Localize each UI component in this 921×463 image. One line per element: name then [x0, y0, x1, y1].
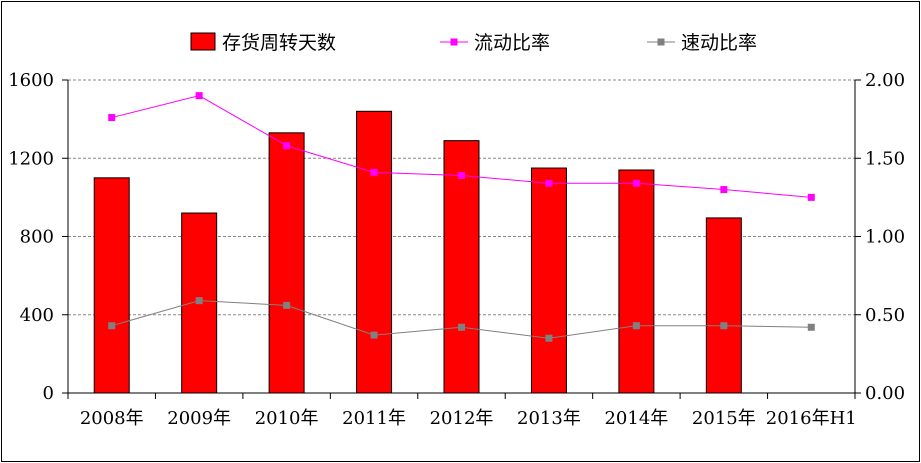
legend-label: 存货周转天数 [222, 32, 336, 54]
x-tick-label: 2013年 [517, 408, 581, 429]
x-tick-label: 2012年 [430, 408, 494, 429]
legend-swatch-bar [190, 32, 216, 51]
x-tick-label: 2016年H1 [766, 408, 857, 429]
marker-2-2014年 [632, 322, 640, 330]
marker-1-2012年 [458, 171, 465, 179]
x-tick-label: 2008年 [80, 408, 144, 429]
marker-1-2009年 [195, 92, 203, 100]
marker-1-2008年 [108, 114, 116, 122]
marker-2-2013年 [545, 334, 553, 342]
x-tick-label: 2011年 [342, 408, 406, 429]
y2-tick-label: 1.00 [865, 227, 905, 248]
marker-1-2016年H1 [807, 193, 815, 201]
y2-tick-label: 2.00 [865, 70, 905, 91]
marker-1-2014年 [632, 179, 640, 187]
y-tick-label: 400 [20, 305, 54, 326]
legend-label: 流动比率 [474, 32, 550, 54]
marker-1-2015年 [720, 186, 728, 194]
bar-2010年 [268, 132, 305, 394]
bar-2014年 [618, 169, 655, 394]
bar-2013年 [530, 167, 567, 394]
marker-1-2013年 [545, 179, 553, 187]
marker-2-2012年 [458, 323, 465, 331]
marker-2-2010年 [283, 301, 291, 309]
x-tick-label: 2014年 [604, 408, 668, 429]
x-tick-label: 2009年 [167, 408, 231, 429]
y-tick-label: 800 [20, 227, 54, 248]
bar-2015年 [705, 217, 742, 394]
x-tick-label: 2010年 [255, 408, 319, 429]
y2-tick-label: 0.50 [865, 305, 905, 326]
marker-2-2011年 [370, 331, 378, 339]
legend-marker [450, 38, 458, 46]
y-tick-label: 1200 [8, 148, 54, 169]
bar-2012年 [443, 140, 480, 394]
y2-tick-label: 1.50 [865, 148, 905, 169]
marker-1-2011年 [370, 168, 378, 176]
marker-1-2010年 [283, 142, 291, 150]
bar-2011年 [356, 110, 393, 394]
legend-marker [657, 38, 665, 46]
bar-2008年 [93, 177, 130, 394]
marker-2-2015年 [720, 322, 728, 330]
marker-2-2009年 [195, 297, 203, 305]
legend-label: 速动比率 [681, 32, 757, 54]
x-tick-label: 2015年 [692, 408, 756, 429]
y-tick-label: 0 [43, 383, 54, 404]
y2-tick-label: 0.00 [865, 383, 905, 404]
marker-2-2016年H1 [807, 323, 815, 331]
marker-2-2008年 [108, 322, 116, 330]
y-tick-label: 1600 [8, 70, 54, 91]
